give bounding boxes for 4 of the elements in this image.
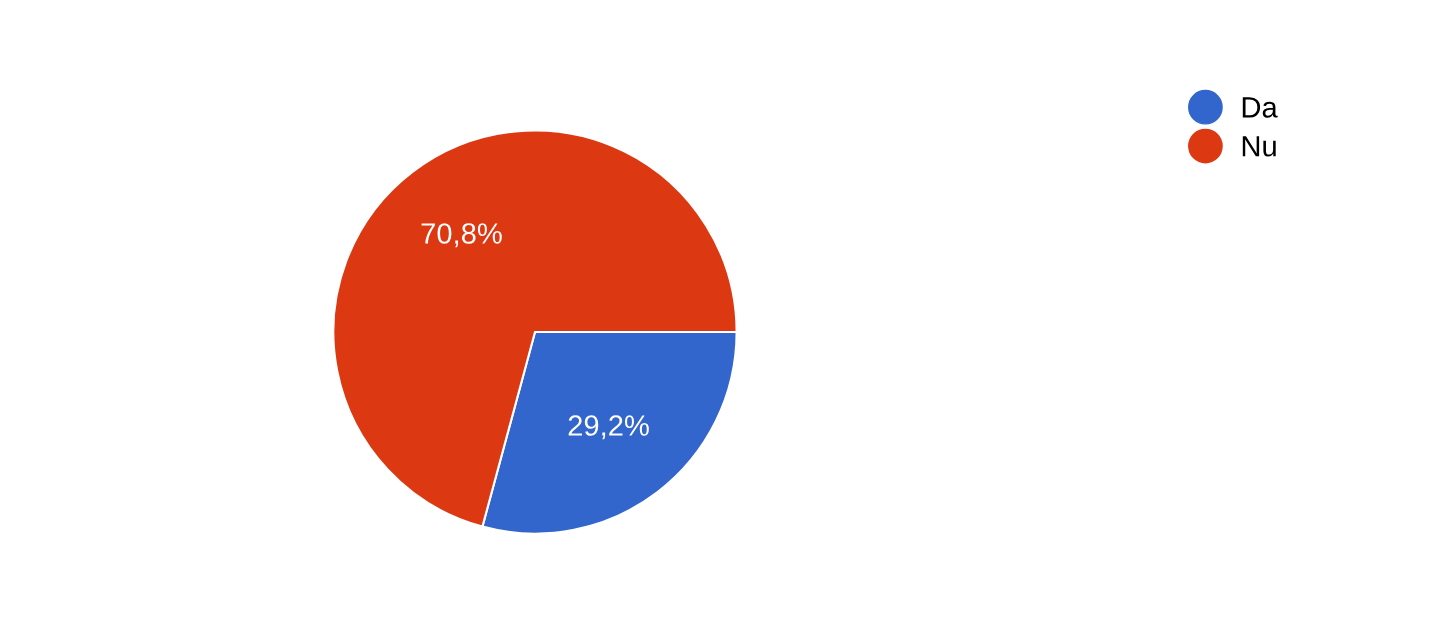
data-label: 70,8% (421, 223, 502, 248)
data-label: 29,2% (568, 415, 649, 440)
legend-label: Da (1242, 97, 1278, 118)
legend-label: Nu (1242, 136, 1276, 157)
